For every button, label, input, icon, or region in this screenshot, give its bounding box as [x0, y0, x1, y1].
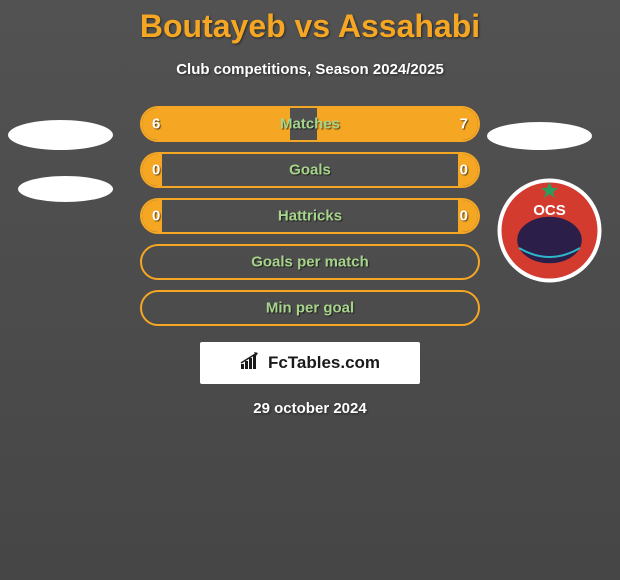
stat-value-left: 6 [152, 116, 160, 133]
stat-row: Min per goal [140, 290, 480, 326]
stat-row: Hattricks0 0 [140, 198, 480, 234]
stat-value-left: 0 [152, 208, 160, 225]
stat-value-right: 0 [460, 208, 468, 225]
stats-area: Matches67Goals00Hattricks00Goals per mat… [140, 106, 480, 326]
bars-icon [240, 352, 262, 375]
stat-label: Matches [142, 116, 478, 133]
ellipse-shape [18, 176, 113, 202]
stat-row: Matches6 7 [140, 106, 480, 142]
left-placeholder-group [8, 120, 123, 228]
brand-text: FcTables.com [268, 353, 380, 373]
stat-label: Goals per match [142, 254, 478, 271]
stat-row: Goals per match [140, 244, 480, 280]
stat-label: Min per goal [142, 300, 478, 317]
stat-value-left: 0 [152, 162, 160, 179]
stat-label: Goals [142, 162, 478, 179]
infographic-root: Boutayeb vs Assahabi Club competitions, … [0, 0, 620, 580]
stat-row: Goals0 0 [140, 152, 480, 188]
ellipse-shape [8, 120, 113, 150]
page-title: Boutayeb vs Assahabi [0, 8, 620, 45]
brand-box: FcTables.com [200, 342, 420, 384]
page-subtitle: Club competitions, Season 2024/2025 [0, 61, 620, 78]
stat-value-right: 7 [460, 116, 468, 133]
stat-label: Hattricks [142, 208, 478, 225]
club-badge-right: OCS [497, 178, 602, 283]
ellipse-shape [487, 122, 592, 150]
date-text: 29 october 2024 [0, 400, 620, 417]
stat-value-right: 0 [460, 162, 468, 179]
